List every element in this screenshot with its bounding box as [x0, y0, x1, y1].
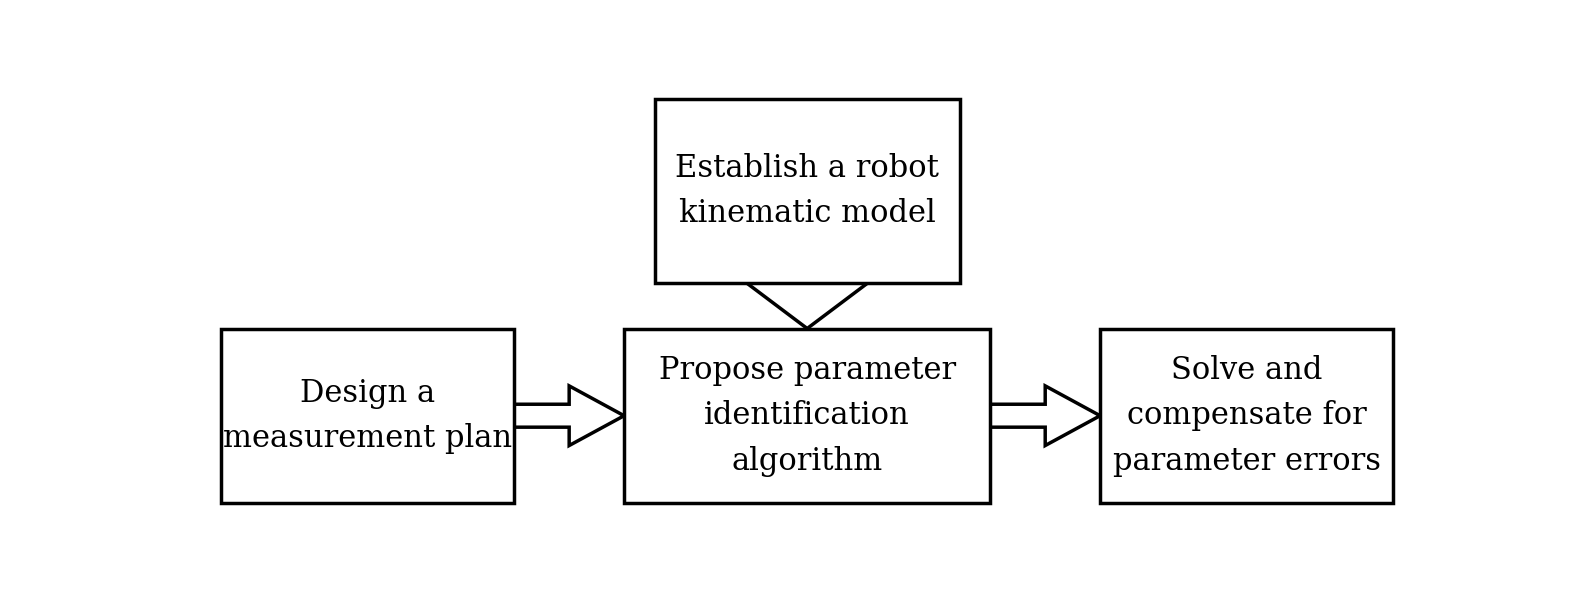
Polygon shape: [513, 386, 624, 446]
Text: Establish a robot
kinematic model: Establish a robot kinematic model: [676, 153, 939, 229]
Bar: [624, 328, 991, 503]
Text: Propose parameter
identification
algorithm: Propose parameter identification algorit…: [658, 355, 956, 477]
Text: Solve and
compensate for
parameter errors: Solve and compensate for parameter error…: [1112, 355, 1381, 477]
Polygon shape: [991, 386, 1099, 446]
Polygon shape: [728, 269, 887, 328]
Bar: [221, 328, 515, 503]
Text: Design a
measurement plan: Design a measurement plan: [224, 377, 512, 454]
Bar: [1099, 328, 1394, 503]
Bar: [655, 99, 959, 283]
